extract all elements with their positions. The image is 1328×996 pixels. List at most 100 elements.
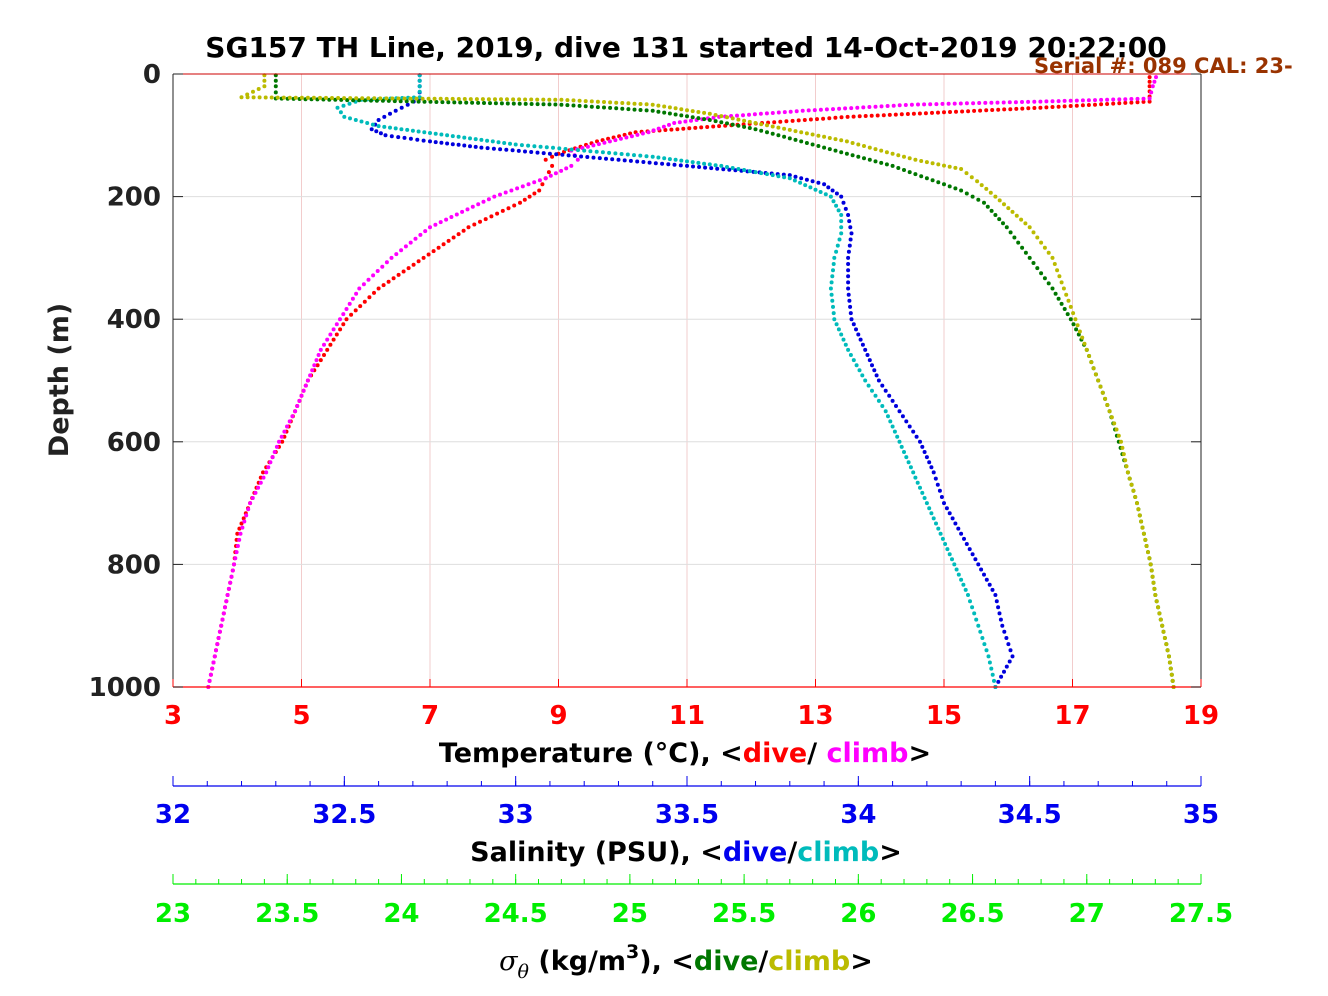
- data-point: [1039, 271, 1044, 276]
- data-point: [699, 125, 704, 130]
- data-point: [1068, 304, 1073, 309]
- data-point: [559, 168, 564, 173]
- data-point: [369, 98, 373, 103]
- data-point: [207, 678, 212, 683]
- data-point: [832, 317, 837, 322]
- data-point: [451, 235, 456, 240]
- data-point: [1061, 286, 1066, 291]
- chart-title: SG157 TH Line, 2019, dive 131 started 14…: [205, 31, 1166, 64]
- sigma-label-dive: dive: [694, 946, 759, 977]
- data-point: [959, 531, 964, 536]
- data-point: [449, 215, 454, 219]
- data-point: [353, 118, 358, 122]
- data-point: [828, 286, 833, 291]
- data-point: [1141, 96, 1146, 101]
- data-point: [919, 174, 924, 179]
- data-point: [1086, 98, 1091, 103]
- data-point: [614, 106, 619, 111]
- y-tick-label: 0: [143, 60, 161, 90]
- data-point: [560, 152, 565, 157]
- data-point: [1050, 99, 1055, 104]
- data-point: [1117, 101, 1122, 106]
- data-point: [1032, 99, 1037, 104]
- data-point: [1123, 97, 1128, 102]
- data-point: [270, 455, 275, 460]
- data-point: [938, 531, 943, 536]
- data-point: [402, 96, 407, 101]
- data-point: [837, 106, 842, 111]
- y-tick-label: 200: [107, 183, 161, 213]
- data-point: [931, 470, 936, 475]
- data-point: [518, 200, 522, 205]
- data-point: [677, 120, 682, 125]
- data-point: [721, 167, 726, 172]
- data-point: [619, 152, 624, 156]
- data-point: [930, 161, 935, 166]
- data-point: [519, 143, 524, 148]
- data-point: [966, 109, 971, 114]
- data-point: [266, 465, 271, 470]
- data-point: [1004, 225, 1009, 230]
- data-point: [996, 679, 1001, 684]
- data-point: [438, 96, 443, 101]
- data-point: [214, 648, 218, 653]
- data-point: [1121, 452, 1126, 457]
- data-point: [473, 144, 478, 149]
- data-point: [986, 654, 991, 659]
- data-point: [569, 163, 574, 168]
- data-point: [354, 291, 359, 296]
- data-point: [388, 111, 392, 116]
- data-point: [747, 169, 752, 174]
- data-point: [870, 363, 874, 368]
- data-point: [482, 101, 486, 105]
- data-point: [466, 225, 471, 230]
- data-point: [520, 184, 525, 189]
- data-point: [810, 142, 815, 147]
- data-point: [479, 137, 484, 142]
- data-point: [765, 123, 769, 128]
- data-point: [311, 95, 316, 100]
- data-point: [572, 153, 577, 158]
- data-point: [865, 353, 870, 357]
- data-point: [857, 114, 862, 119]
- data-point: [972, 611, 977, 616]
- salinity-label-sep: /: [787, 837, 797, 868]
- data-point: [923, 111, 928, 116]
- data-point: [918, 485, 922, 490]
- data-point: [1135, 100, 1140, 105]
- data-point: [245, 95, 250, 100]
- data-point: [241, 516, 246, 521]
- data-point: [970, 194, 975, 199]
- data-point: [1002, 202, 1006, 207]
- data-point: [221, 611, 226, 616]
- temperature-label-dive: dive: [743, 738, 808, 769]
- data-point: [230, 568, 235, 573]
- data-point: [290, 414, 295, 419]
- data-point: [1147, 556, 1152, 561]
- data-point: [880, 383, 885, 388]
- data-point: [650, 108, 655, 113]
- data-point: [280, 439, 285, 444]
- data-point: [1131, 488, 1136, 493]
- data-point: [966, 593, 970, 597]
- data-point: [914, 434, 919, 439]
- data-point: [1016, 240, 1021, 245]
- data-point: [511, 97, 516, 102]
- data-point: [719, 114, 724, 119]
- data-point: [238, 531, 243, 536]
- data-point: [953, 521, 958, 526]
- data-point: [1023, 250, 1028, 255]
- data-point: [681, 126, 686, 131]
- data-point: [505, 97, 509, 102]
- data-point: [827, 147, 832, 152]
- data-point: [366, 277, 371, 282]
- data-point: [834, 191, 839, 196]
- data-point: [804, 131, 809, 136]
- data-point: [891, 103, 896, 108]
- data-point: [312, 363, 317, 368]
- data-point: [517, 101, 522, 106]
- data-point: [970, 605, 975, 610]
- data-point: [1133, 495, 1138, 499]
- data-point: [341, 312, 346, 317]
- data-point: [393, 108, 398, 113]
